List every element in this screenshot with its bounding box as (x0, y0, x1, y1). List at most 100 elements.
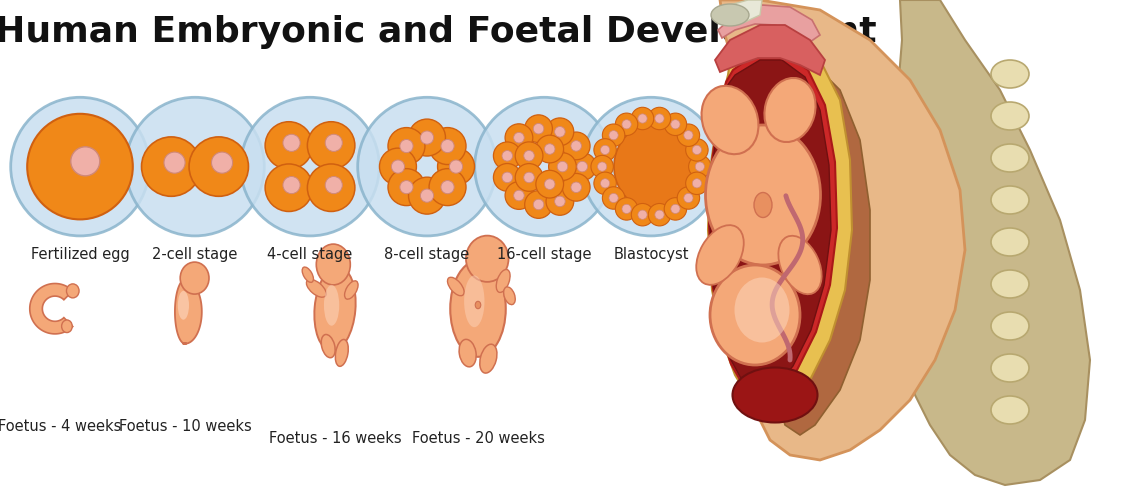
Circle shape (594, 139, 616, 161)
Ellipse shape (991, 102, 1029, 130)
Circle shape (449, 160, 463, 173)
Circle shape (325, 134, 342, 151)
Circle shape (665, 113, 687, 136)
Circle shape (265, 122, 312, 169)
Text: 8-cell stage: 8-cell stage (385, 247, 470, 262)
Ellipse shape (302, 267, 313, 282)
Circle shape (544, 179, 554, 190)
Circle shape (571, 141, 582, 151)
Circle shape (554, 196, 565, 207)
Circle shape (437, 148, 474, 185)
Circle shape (638, 114, 647, 123)
Circle shape (554, 126, 565, 137)
Circle shape (494, 142, 521, 170)
Ellipse shape (358, 98, 496, 236)
Circle shape (670, 120, 680, 129)
Ellipse shape (307, 279, 326, 297)
Ellipse shape (582, 98, 720, 236)
Text: 4-cell stage: 4-cell stage (267, 247, 352, 262)
Circle shape (568, 153, 596, 180)
Circle shape (525, 191, 552, 219)
Circle shape (614, 122, 704, 212)
Polygon shape (30, 284, 72, 334)
Circle shape (557, 161, 568, 172)
Ellipse shape (991, 312, 1029, 340)
Circle shape (388, 169, 425, 206)
Circle shape (409, 177, 445, 214)
Ellipse shape (178, 291, 189, 319)
Polygon shape (718, 5, 820, 42)
Polygon shape (709, 52, 837, 396)
Circle shape (649, 107, 670, 130)
Ellipse shape (125, 98, 264, 236)
Text: Foetus - 4 weeks: Foetus - 4 weeks (0, 418, 122, 434)
Circle shape (549, 153, 576, 180)
Ellipse shape (10, 98, 149, 236)
Circle shape (515, 142, 543, 170)
Text: 16-cell stage: 16-cell stage (497, 247, 591, 262)
Circle shape (391, 160, 404, 173)
Circle shape (689, 155, 711, 178)
Circle shape (420, 131, 434, 144)
Circle shape (441, 180, 455, 194)
Circle shape (282, 134, 300, 151)
Circle shape (141, 137, 201, 196)
Circle shape (505, 182, 533, 209)
Circle shape (505, 124, 533, 151)
Ellipse shape (765, 78, 815, 142)
Circle shape (265, 164, 312, 212)
Circle shape (429, 127, 466, 165)
Circle shape (563, 132, 590, 160)
Ellipse shape (496, 270, 510, 293)
Ellipse shape (991, 270, 1029, 298)
Ellipse shape (475, 98, 613, 236)
Circle shape (380, 148, 417, 185)
Circle shape (654, 210, 664, 220)
Circle shape (603, 124, 625, 147)
Polygon shape (892, 0, 1089, 485)
Circle shape (684, 131, 693, 140)
Ellipse shape (315, 267, 356, 351)
Circle shape (544, 144, 554, 154)
Circle shape (523, 172, 534, 183)
Text: Fertilized egg: Fertilized egg (31, 247, 130, 262)
Ellipse shape (711, 4, 748, 26)
Circle shape (631, 107, 653, 130)
Circle shape (420, 189, 434, 202)
Text: Foetus - 16 weeks: Foetus - 16 weeks (269, 431, 402, 446)
Circle shape (325, 176, 342, 194)
Ellipse shape (504, 287, 515, 305)
Circle shape (591, 155, 613, 178)
Circle shape (571, 182, 582, 193)
Circle shape (400, 180, 413, 194)
Ellipse shape (324, 285, 340, 326)
Circle shape (388, 127, 425, 165)
Polygon shape (720, 0, 965, 460)
Ellipse shape (735, 277, 790, 343)
Circle shape (684, 194, 693, 202)
Ellipse shape (991, 60, 1029, 88)
Ellipse shape (317, 244, 350, 285)
Circle shape (546, 188, 574, 215)
Ellipse shape (709, 265, 800, 365)
Circle shape (282, 176, 300, 194)
Circle shape (513, 190, 525, 201)
Circle shape (600, 179, 610, 188)
Circle shape (615, 197, 638, 220)
Circle shape (631, 203, 653, 226)
Polygon shape (775, 60, 870, 435)
Ellipse shape (991, 354, 1029, 382)
Circle shape (534, 199, 544, 210)
Circle shape (598, 162, 607, 171)
Circle shape (696, 162, 705, 171)
Circle shape (677, 187, 699, 209)
Ellipse shape (464, 275, 484, 327)
Circle shape (515, 164, 543, 191)
Circle shape (400, 140, 413, 153)
Circle shape (638, 210, 647, 220)
Text: Foetus - 20 weeks: Foetus - 20 weeks (412, 431, 544, 446)
Ellipse shape (991, 396, 1029, 424)
Circle shape (534, 123, 544, 134)
Circle shape (536, 135, 564, 163)
Circle shape (71, 147, 100, 176)
